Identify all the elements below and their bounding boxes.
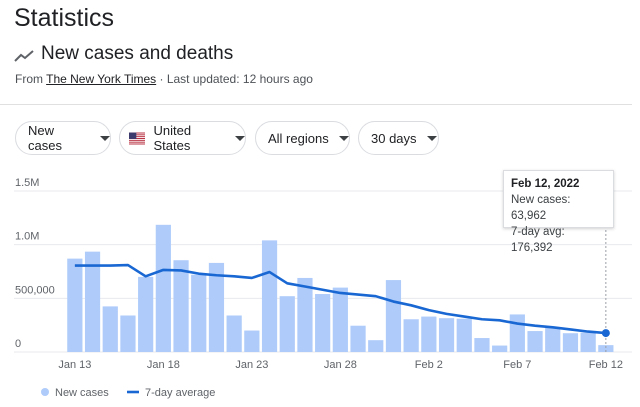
bar-new-cases[interactable] (527, 331, 543, 352)
x-tick-label: Jan 28 (324, 359, 357, 371)
caret-down-icon (426, 135, 437, 141)
cases-chart[interactable]: Jan 13 Jan 18 Jan 23 Jan 28 Feb 2 Feb 7 Feb 12… (0, 160, 640, 407)
bar-new-cases[interactable] (580, 332, 596, 352)
us-flag-icon (129, 132, 146, 144)
caret-down-icon (338, 135, 349, 141)
y-tick-label: 500,000 (15, 284, 55, 296)
bar-new-cases[interactable] (385, 280, 402, 352)
bar-new-cases[interactable] (438, 318, 455, 352)
region-dropdown-label: All regions (268, 130, 329, 146)
source-link[interactable]: The New York Times (46, 72, 157, 86)
line-7-day-average (74, 263, 606, 335)
bar-new-cases[interactable] (474, 338, 490, 352)
bar-new-cases[interactable] (279, 296, 295, 352)
range-dropdown[interactable]: 30 days (358, 121, 439, 155)
bar-new-cases[interactable] (332, 287, 348, 352)
bar-new-cases[interactable] (138, 276, 154, 352)
hover-point (601, 329, 610, 338)
country-dropdown[interactable]: United States (119, 121, 246, 155)
bar-new-cases[interactable] (492, 345, 508, 352)
bar-new-cases[interactable] (598, 345, 614, 352)
bar-new-cases[interactable] (456, 318, 472, 352)
y-tick-label: 1.0M (15, 231, 39, 243)
x-tick-label: Feb 2 (415, 359, 443, 371)
source-prefix: From (15, 72, 47, 86)
bar-new-cases[interactable] (403, 319, 419, 352)
caret-down-icon (235, 135, 245, 141)
bar-new-cases[interactable] (350, 325, 366, 352)
x-tick-label: Jan 13 (58, 359, 91, 371)
tooltip-date: Feb 12, 2022 (511, 178, 580, 190)
bar-new-cases[interactable] (226, 315, 242, 352)
section-title: New cases and deaths (41, 43, 234, 64)
metric-dropdown[interactable]: New cases (15, 121, 111, 155)
bar-new-cases[interactable] (368, 340, 384, 352)
country-dropdown-label: United States (153, 123, 192, 153)
bar-new-cases[interactable] (545, 327, 561, 352)
legend-new-cases: New cases (55, 387, 109, 399)
x-tick-label: Feb 7 (503, 359, 531, 371)
tooltip-average: 7-day avg: 176,392 (511, 226, 565, 254)
bar-new-cases[interactable] (102, 306, 118, 352)
range-dropdown-label: 30 days (371, 130, 417, 146)
bar-new-cases[interactable] (562, 333, 579, 352)
x-tick-label: Feb 12 (589, 359, 623, 371)
bar-new-cases[interactable] (315, 294, 331, 352)
bar-new-cases[interactable] (155, 224, 171, 352)
source-line: From The New York Times · Last updated: … (15, 72, 313, 86)
page-title: Statistics (14, 4, 115, 32)
legend-7-day-average: 7-day average (145, 387, 215, 399)
y-tick-label: 0 (15, 338, 21, 350)
bar-new-cases[interactable] (191, 274, 207, 352)
caret-down-icon (100, 135, 110, 141)
bar-new-cases[interactable] (244, 330, 260, 352)
bar-new-cases[interactable] (208, 262, 225, 352)
tooltip-new-cases: New cases: 63,962 (511, 194, 571, 222)
region-dropdown[interactable]: All regions (255, 121, 350, 155)
y-tick-label: 1.5M (15, 177, 39, 189)
bar-new-cases[interactable] (509, 314, 525, 352)
x-tick-label: Jan 18 (147, 359, 180, 371)
chart-tooltip: Feb 12, 2022 New cases: 63,962 7-day avg… (503, 170, 614, 254)
x-tick-label: Jan 23 (235, 359, 268, 371)
divider (0, 104, 632, 105)
trending-icon (14, 50, 34, 62)
metric-dropdown-label: New cases (28, 123, 62, 153)
bar-new-cases[interactable] (421, 316, 437, 352)
bar-new-cases[interactable] (297, 277, 313, 352)
last-updated: · Last updated: 12 hours ago (156, 72, 313, 86)
legend-bar-swatch (41, 388, 49, 396)
bar-new-cases[interactable] (84, 251, 101, 352)
bar-new-cases[interactable] (173, 260, 189, 352)
bar-new-cases[interactable] (261, 240, 278, 352)
bar-new-cases[interactable] (120, 315, 136, 352)
bar-new-cases[interactable] (67, 258, 83, 352)
